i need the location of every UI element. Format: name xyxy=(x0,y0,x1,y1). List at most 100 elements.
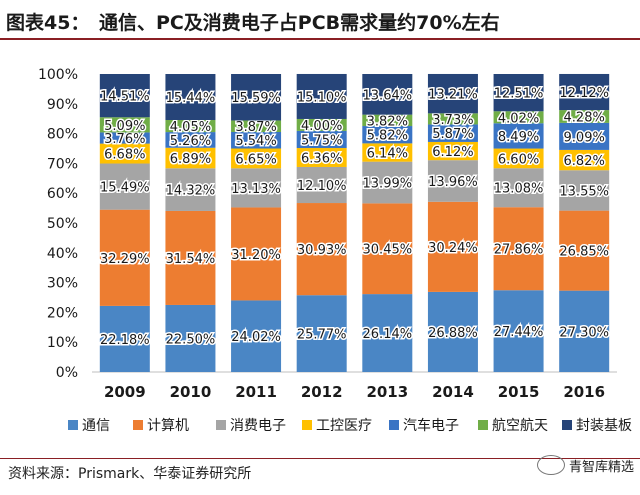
data-label: 13.55% xyxy=(559,184,609,199)
legend-swatch xyxy=(68,420,78,430)
bar-segment xyxy=(165,210,216,305)
bar-segment xyxy=(296,295,347,372)
x-tick-label: 2010 xyxy=(170,383,212,401)
data-label: 14.32% xyxy=(166,184,216,199)
bar-segment xyxy=(165,168,216,211)
bar-segment xyxy=(165,132,216,148)
y-tick-label: 10% xyxy=(47,335,78,351)
data-label: 31.54% xyxy=(166,252,216,267)
data-label: 6.68% xyxy=(104,148,145,163)
data-label: 3.82% xyxy=(367,114,408,129)
data-label: 14.51% xyxy=(100,90,150,105)
bar-segment xyxy=(427,160,478,202)
data-label: 4.28% xyxy=(564,110,605,125)
legend-label: 计算机 xyxy=(147,418,189,434)
legend-swatch xyxy=(133,420,143,430)
data-label: 5.54% xyxy=(235,134,276,149)
x-tick-label: 2011 xyxy=(235,383,277,401)
data-label: 13.99% xyxy=(363,177,413,192)
bar-segment xyxy=(296,166,347,204)
bar-segment xyxy=(99,209,150,306)
data-label: 15.10% xyxy=(297,90,347,105)
data-label: 6.12% xyxy=(432,145,473,160)
bar-segment xyxy=(231,74,282,121)
bar-segment xyxy=(559,149,610,171)
y-tick-label: 0% xyxy=(56,365,78,381)
data-label: 6.82% xyxy=(564,154,605,169)
data-label: 30.45% xyxy=(363,243,413,258)
bar-segment xyxy=(362,203,413,295)
data-label: 12.12% xyxy=(559,86,609,101)
bar-segment xyxy=(559,290,610,372)
legend-label: 消费电子 xyxy=(230,418,286,434)
data-label: 13.21% xyxy=(428,88,478,103)
data-label: 13.13% xyxy=(231,182,281,197)
bar-segment xyxy=(427,141,478,161)
x-tick-label: 2016 xyxy=(563,383,605,401)
bar-segment xyxy=(493,207,544,291)
data-label: 5.87% xyxy=(432,127,473,142)
data-label: 13.64% xyxy=(363,88,413,103)
data-label: 25.77% xyxy=(297,328,347,343)
bar-segment xyxy=(231,148,282,169)
data-label: 5.75% xyxy=(301,133,342,148)
data-label: 30.24% xyxy=(428,241,478,256)
data-label: 30.93% xyxy=(297,243,347,258)
data-label: 27.86% xyxy=(494,243,544,258)
data-label: 32.29% xyxy=(100,252,150,267)
data-label: 15.44% xyxy=(166,91,216,106)
data-label: 26.14% xyxy=(363,327,413,342)
data-label: 8.49% xyxy=(498,130,539,145)
legend-swatch xyxy=(302,420,312,430)
bar-segment xyxy=(165,147,216,169)
legend-label: 工控医疗 xyxy=(316,418,372,434)
bar-segment xyxy=(296,203,347,296)
data-label: 15.59% xyxy=(231,91,281,106)
data-label: 26.88% xyxy=(428,326,478,341)
data-label: 26.85% xyxy=(559,245,609,260)
y-tick-label: 70% xyxy=(47,156,78,172)
bar-segment xyxy=(362,294,413,372)
bar-segment xyxy=(362,114,413,127)
x-tick-label: 2014 xyxy=(432,383,474,401)
data-label: 6.36% xyxy=(301,151,342,166)
bar-segment xyxy=(427,113,478,125)
y-tick-label: 30% xyxy=(47,276,78,292)
bar-segment xyxy=(99,163,150,210)
data-label: 4.00% xyxy=(301,119,342,134)
bar-segment xyxy=(493,74,544,112)
data-label: 6.89% xyxy=(170,152,211,167)
bar-segment xyxy=(559,170,610,211)
data-label: 6.65% xyxy=(235,152,276,167)
bar-segment xyxy=(165,304,216,372)
bar-segment xyxy=(427,73,478,114)
bar-segment xyxy=(99,132,150,144)
bar-segment xyxy=(493,123,544,149)
bar-segment xyxy=(362,143,413,162)
bar-segment xyxy=(231,300,282,372)
data-label: 4.05% xyxy=(170,120,211,135)
y-tick-label: 60% xyxy=(47,186,78,202)
bar-segment xyxy=(99,117,150,133)
bar-segment xyxy=(559,73,610,111)
x-tick-label: 2009 xyxy=(104,383,146,401)
bar-segment xyxy=(231,131,282,149)
data-label: 5.09% xyxy=(104,119,145,134)
y-tick-label: 90% xyxy=(47,97,78,113)
data-label: 3.87% xyxy=(235,120,276,135)
source-note: 资料来源：Prismark、华泰证券研究所 xyxy=(8,466,252,482)
bar-segment xyxy=(362,74,413,115)
bar-segment xyxy=(231,120,282,132)
watermark-text: 青智库精选 xyxy=(568,459,634,475)
bar-segment xyxy=(427,124,478,142)
x-tick-label: 2013 xyxy=(366,383,408,401)
bar-segment xyxy=(559,122,610,150)
bar-segment xyxy=(99,305,150,372)
bar-segment xyxy=(362,126,413,144)
bar-segment xyxy=(296,148,347,167)
bar-segment xyxy=(427,291,478,372)
y-tick-label: 50% xyxy=(47,216,78,232)
watermark: 青智库精选 xyxy=(536,455,634,475)
stacked-bar-chart: 0% 10% 20% 30% 40% 50% 60% 70% 80% 90% 100% 22.18% 3… xyxy=(38,67,632,434)
source-divider xyxy=(0,458,640,459)
